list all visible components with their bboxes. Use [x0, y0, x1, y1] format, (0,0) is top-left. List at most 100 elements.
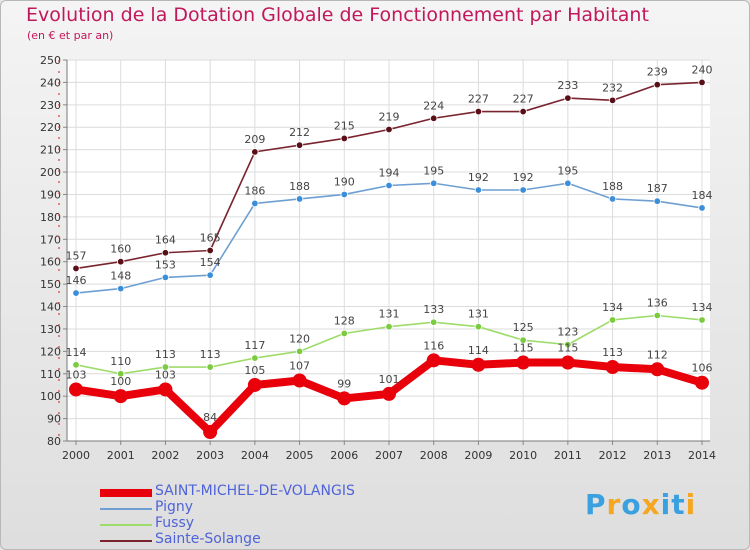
x-tick-label: 2013	[643, 449, 671, 462]
data-point-pigny	[161, 273, 170, 282]
data-label-sainte-solange: 224	[423, 99, 444, 112]
data-point-saint-michel-de-volangis	[158, 382, 173, 397]
proxiti-logo: Proxiti	[585, 488, 696, 521]
y-tick-label: 160	[40, 256, 61, 269]
y-tick-label: 220	[40, 121, 61, 134]
data-point-sainte-solange	[340, 134, 348, 143]
legend-label: Fussy	[155, 515, 195, 531]
data-point-saint-michel-de-volangis	[516, 355, 531, 370]
data-label-saint-michel-de-volangis: 100	[110, 375, 131, 388]
x-tick-label: 2006	[330, 449, 358, 462]
data-point-saint-michel-de-volangis	[69, 382, 83, 397]
data-point-fussy	[519, 336, 527, 344]
data-label-saint-michel-de-volangis: 115	[513, 342, 534, 355]
data-point-pigny	[430, 179, 438, 187]
data-label-saint-michel-de-volangis: 84	[203, 411, 217, 424]
y-tick-label: 120	[40, 345, 61, 358]
data-point-sainte-solange	[206, 246, 214, 255]
data-point-saint-michel-de-volangis	[471, 357, 486, 372]
data-label-sainte-solange: 165	[200, 232, 221, 245]
data-label-fussy: 113	[200, 348, 221, 361]
data-label-fussy: 133	[423, 303, 444, 316]
data-label-saint-michel-de-volangis: 113	[602, 346, 623, 359]
legend-swatch	[100, 524, 152, 526]
data-point-pigny	[206, 271, 214, 279]
data-point-fussy	[340, 329, 348, 338]
data-label-sainte-solange: 209	[244, 133, 265, 146]
proxiti-logo-letter: r	[606, 488, 622, 521]
data-point-sainte-solange	[430, 114, 438, 122]
data-point-fussy	[72, 361, 80, 369]
data-label-saint-michel-de-volangis: 112	[647, 348, 668, 361]
y-tick-label: 200	[40, 166, 61, 179]
legend-swatch	[100, 540, 152, 542]
data-point-sainte-solange	[161, 249, 170, 257]
data-point-fussy	[430, 318, 438, 326]
data-point-saint-michel-de-volangis	[382, 386, 396, 401]
x-tick-label: 2005	[286, 449, 314, 462]
data-label-pigny: 192	[513, 171, 534, 184]
data-label-fussy: 123	[557, 326, 578, 339]
y-tick-label: 90	[47, 413, 61, 426]
data-label-sainte-solange: 239	[647, 66, 668, 79]
data-point-sainte-solange	[385, 125, 393, 134]
data-label-pigny: 184	[692, 189, 713, 202]
data-label-sainte-solange: 232	[602, 81, 623, 94]
data-label-pigny: 154	[200, 256, 221, 269]
data-point-sainte-solange	[608, 96, 617, 105]
data-point-pigny	[474, 186, 483, 194]
data-label-fussy: 131	[379, 308, 400, 321]
data-label-pigny: 195	[423, 164, 444, 177]
data-label-saint-michel-de-volangis: 103	[155, 368, 176, 381]
data-point-sainte-solange	[295, 141, 304, 149]
data-label-fussy: 110	[110, 355, 131, 368]
y-tick-label: 190	[40, 188, 61, 201]
data-label-pigny: 195	[557, 164, 578, 177]
data-label-pigny: 188	[289, 180, 310, 193]
data-label-pigny: 187	[647, 182, 668, 195]
data-point-saint-michel-de-volangis	[292, 373, 307, 388]
data-label-pigny: 194	[379, 167, 400, 180]
data-label-saint-michel-de-volangis: 99	[337, 377, 351, 390]
data-point-sainte-solange	[117, 258, 125, 266]
data-point-fussy	[295, 347, 304, 356]
data-label-fussy: 125	[513, 321, 534, 334]
data-label-pigny: 153	[155, 258, 176, 271]
data-point-fussy	[698, 316, 706, 324]
data-point-fussy	[251, 354, 259, 362]
data-label-pigny: 186	[244, 184, 265, 197]
data-label-pigny: 188	[602, 180, 623, 193]
data-point-pigny	[564, 179, 572, 187]
data-label-sainte-solange: 212	[289, 126, 310, 139]
data-label-saint-michel-de-volangis: 116	[423, 339, 444, 352]
data-point-pigny	[608, 195, 617, 203]
x-tick-label: 2003	[196, 449, 224, 462]
x-tick-label: 2010	[509, 449, 537, 462]
data-label-pigny: 192	[468, 171, 489, 184]
data-label-sainte-solange: 164	[155, 234, 176, 247]
data-label-pigny: 146	[66, 274, 87, 287]
x-tick-label: 2012	[599, 449, 627, 462]
y-tick-label: 240	[40, 76, 61, 89]
legend-swatch	[100, 508, 152, 510]
data-label-pigny: 190	[334, 175, 355, 188]
y-tick-label: 230	[40, 99, 61, 112]
data-point-saint-michel-de-volangis	[605, 360, 620, 375]
data-point-sainte-solange	[564, 94, 572, 102]
data-label-pigny: 148	[110, 270, 131, 283]
data-label-sainte-solange: 233	[557, 79, 578, 92]
data-label-sainte-solange: 219	[379, 110, 400, 123]
chart-title: Evolution de la Dotation Globale de Fonc…	[26, 4, 649, 26]
y-tick-label: 180	[40, 211, 61, 224]
data-label-sainte-solange: 157	[66, 249, 87, 262]
data-point-saint-michel-de-volangis	[560, 355, 575, 370]
data-point-fussy	[117, 370, 125, 378]
y-tick-label: 170	[40, 233, 61, 246]
data-point-fussy	[564, 340, 572, 349]
x-tick-label: 2004	[241, 449, 269, 462]
data-label-fussy: 120	[289, 332, 310, 345]
proxiti-logo-letter: P	[585, 488, 607, 521]
data-label-saint-michel-de-volangis: 107	[289, 359, 310, 372]
data-point-saint-michel-de-volangis	[426, 353, 441, 368]
proxiti-logo-letter: o	[621, 488, 642, 521]
